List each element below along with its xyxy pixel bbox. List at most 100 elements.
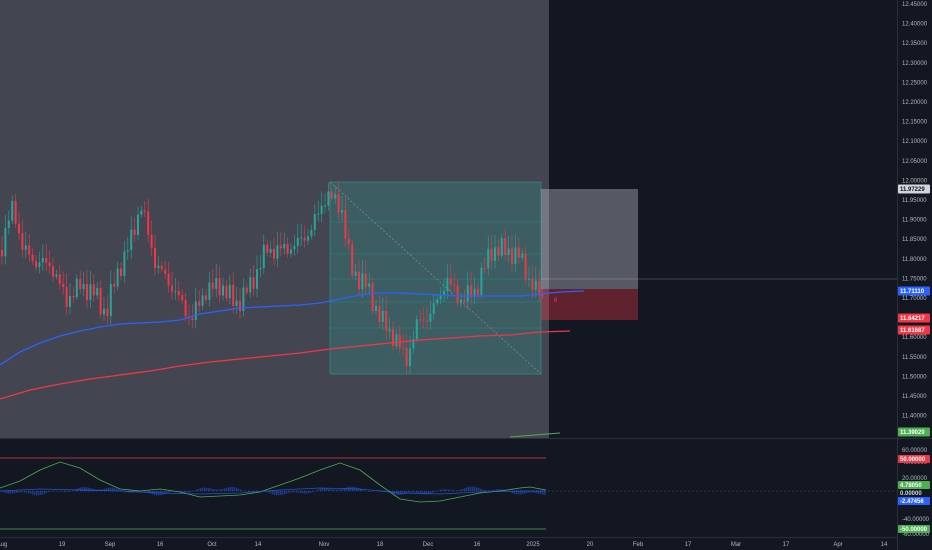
candle-body [344,210,347,239]
candle-body [245,287,248,293]
candle-body [249,277,252,293]
oscillator-tick-label: -40.00000 [902,517,930,523]
histogram-bar [484,489,486,491]
histogram-bar [212,488,214,491]
time-axis-border [0,537,897,538]
histogram-bar [246,491,248,492]
histogram-bar [362,489,364,491]
histogram-bar [58,491,60,492]
candle-body [307,236,309,241]
candle-body [75,278,78,298]
histogram-bar [436,490,438,492]
histogram-bar [228,487,230,491]
candle-body [354,271,357,276]
histogram-bar [170,491,172,493]
histogram-bar [120,490,122,491]
candle-body [402,347,405,349]
histogram-bar [298,491,300,493]
oscillator-tick-label: -60.00000 [902,532,930,538]
candle-body [385,310,388,332]
histogram-bar [84,486,86,491]
histogram-bar [520,491,522,495]
candle-body [375,305,377,312]
candle-body [133,229,136,235]
candle-body [534,280,537,290]
candle-body [293,245,296,250]
histogram-bar [184,491,186,493]
histogram-bar [30,491,32,495]
candle-body [31,254,34,261]
trend-line[interactable] [509,432,561,438]
time-tick-label: 20 [587,542,594,548]
histogram-bar [460,489,462,491]
candle-body [174,291,177,293]
candle-body [456,285,459,304]
price-axis[interactable]: 12.45000 12.40000 12.35000 12.30000 12.25000… [902,2,928,420]
signal-line [0,487,546,495]
histogram-bar [34,491,36,496]
histogram-bar [516,491,518,495]
histogram-bar [24,491,26,493]
histogram-bar [318,489,320,491]
histogram-bar [310,491,312,493]
histogram-bar [240,489,242,491]
histogram-bar [478,487,480,491]
time-axis[interactable]: Aug 19 Sep 16 Oct 14 Nov 18 Dec 16 2025 20 Feb 17 Mar 1… [0,542,888,548]
histogram-bar [522,491,524,494]
histogram-bar [500,489,502,491]
histogram-bar [218,489,220,491]
histogram-bar [464,488,466,491]
candle-body [392,329,394,346]
price-tick-label: 12.45000 [902,2,928,8]
histogram-bar [334,489,336,491]
candle-body [337,193,340,213]
price-axis-border [897,0,898,550]
pane-separator[interactable] [0,438,932,439]
histogram-bar [424,491,426,495]
histogram-bar [270,491,272,494]
histogram-bar [146,491,148,493]
candle-body [412,339,415,349]
candle-body [48,262,51,267]
histogram-bar [524,491,526,494]
candle-body [541,295,544,297]
histogram-bar [210,488,212,491]
moving-average-fast [0,290,585,366]
histogram-bar [18,491,20,493]
histogram-bar [328,488,330,491]
candle-body [276,245,279,259]
histogram-bar [202,487,204,491]
candle-body [160,265,163,270]
oscillator-tag-label: 4.78050 [900,483,922,489]
histogram-bar [230,486,232,491]
price-tick-label: 12.40000 [902,22,928,28]
histogram-bar [410,491,412,493]
candle-body [147,211,150,235]
price-tick-label: 12.00000 [902,178,928,184]
histogram-bar [402,491,404,495]
histogram-bar [144,491,146,492]
candle-body [256,269,258,289]
histogram-bar [442,489,444,491]
candle-body [72,295,75,298]
candle-body [364,273,367,287]
histogram-bar [220,489,222,491]
price-tag-label: 11.71110 [900,289,925,295]
histogram-bar [412,491,414,493]
candle-body [194,301,197,321]
histogram-bar [14,491,16,494]
histogram-bar [338,489,340,491]
histogram-bar [186,491,188,493]
position-tool[interactable] [541,189,897,320]
histogram-bar [164,491,166,494]
histogram-bar [470,486,472,491]
price-tick-label: 12.20000 [902,100,928,106]
histogram-bar [382,490,384,491]
candle-body [109,283,112,316]
histogram-bar [12,491,14,494]
histogram-bar [290,491,292,493]
histogram-bar [6,491,8,494]
candle-body [123,251,126,277]
histogram-bar [434,491,436,492]
